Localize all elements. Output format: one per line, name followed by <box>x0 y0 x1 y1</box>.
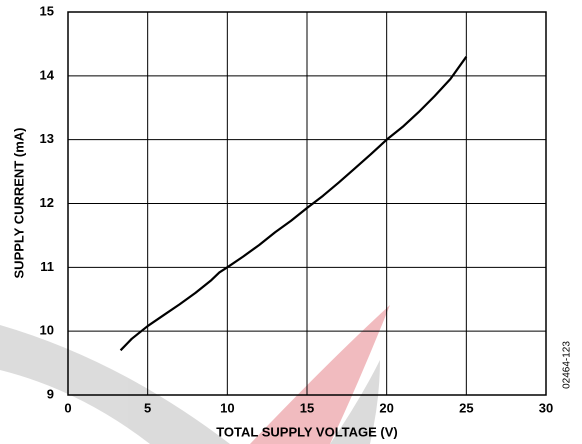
x-axis-label: TOTAL SUPPLY VOLTAGE (V) <box>216 424 398 439</box>
x-tick-label: 30 <box>539 400 553 415</box>
y-axis-label: SUPPLY CURRENT (mA) <box>11 128 26 279</box>
y-tick-label: 12 <box>40 195 54 210</box>
data-line <box>119 56 468 352</box>
x-tick-label: 15 <box>300 400 314 415</box>
x-tick-label: 20 <box>379 400 393 415</box>
figure-id: 02464-123 <box>562 341 573 389</box>
y-tick-label: 9 <box>47 386 54 401</box>
x-tick-label: 25 <box>459 400 473 415</box>
x-tick-label: 10 <box>220 400 234 415</box>
y-tick-label: 11 <box>40 259 54 274</box>
x-tick-label: 0 <box>64 400 71 415</box>
y-tick-label: 13 <box>40 131 54 146</box>
y-tick-label: 15 <box>40 3 54 18</box>
watermark <box>0 305 390 444</box>
y-tick-label: 14 <box>40 67 55 82</box>
y-tick-label: 10 <box>40 323 54 338</box>
x-tick-label: 5 <box>144 400 151 415</box>
plot-frame <box>67 11 547 396</box>
